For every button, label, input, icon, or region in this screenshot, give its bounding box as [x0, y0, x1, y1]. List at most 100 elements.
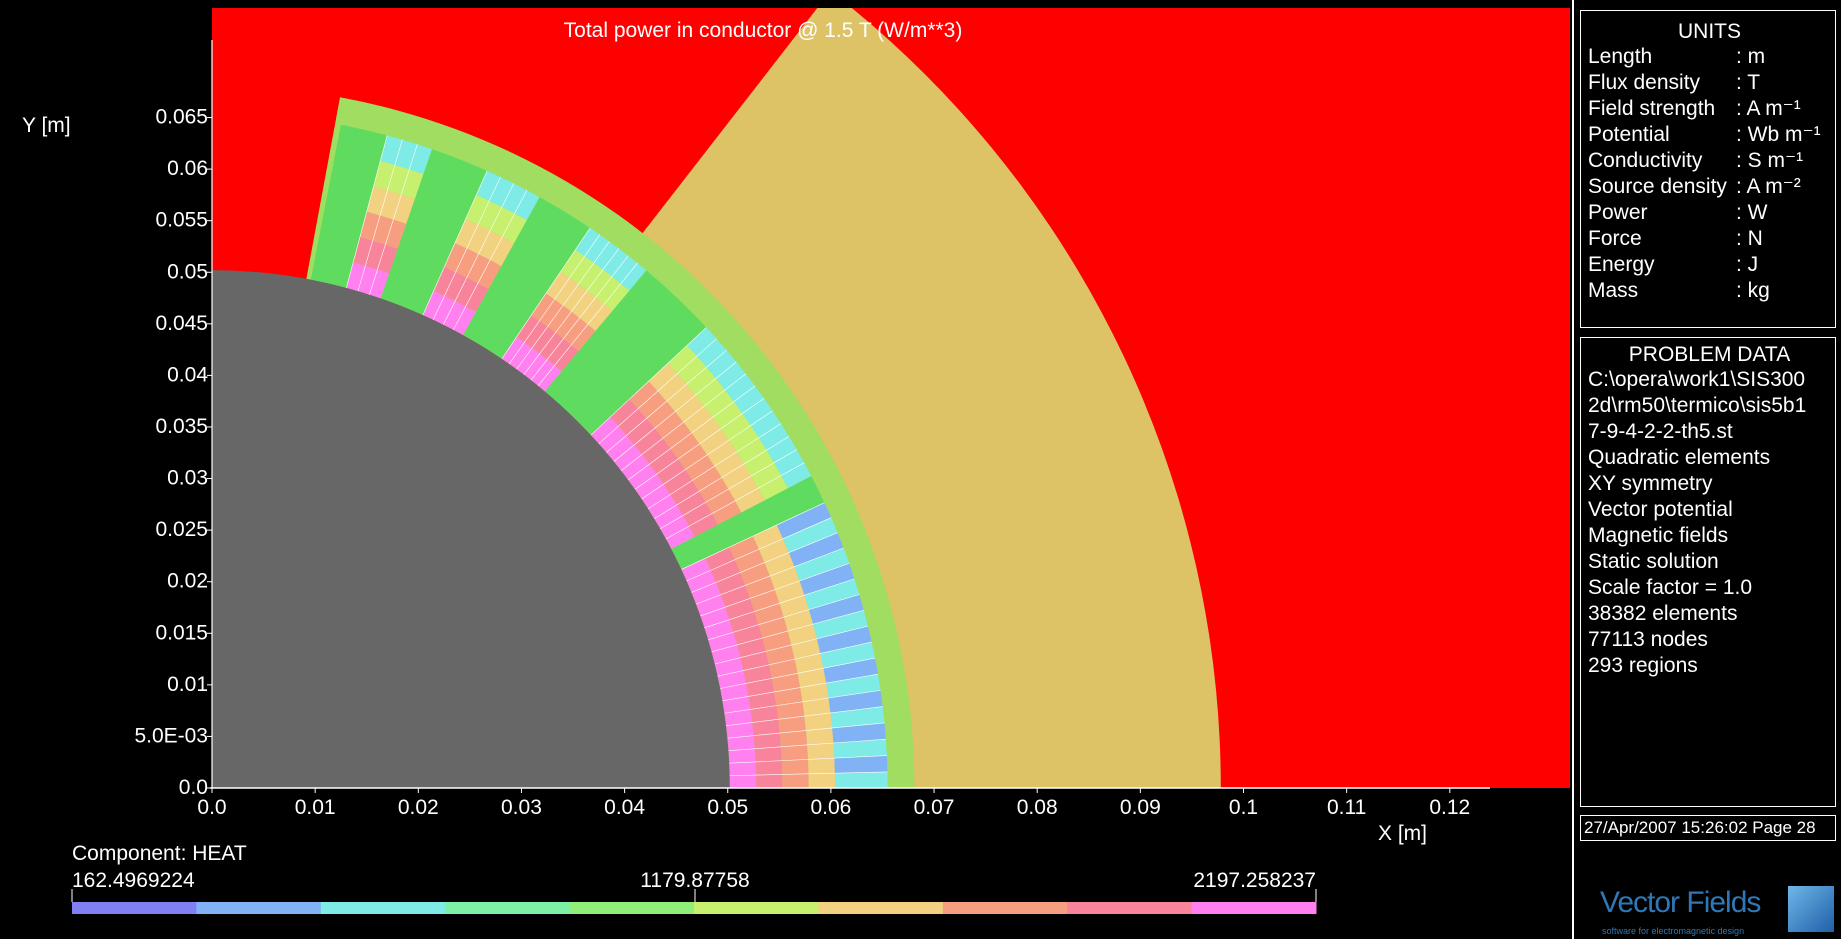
x-axis-ticks: 0.0 0.01 0.02 0.03 0.04 0.05 0.06 0.07 0.08 0.09 0… — [197, 788, 1470, 819]
cable-strand — [728, 748, 756, 763]
units-key: Conductivity — [1588, 149, 1703, 172]
cable-strand — [711, 644, 741, 664]
cable-strand — [656, 458, 686, 485]
cable-strand — [771, 673, 801, 692]
units-key: Length — [1588, 45, 1653, 68]
wedge — [380, 149, 487, 315]
cable-strand — [721, 463, 752, 489]
colorbar-swatch — [196, 902, 322, 914]
cable-strand — [570, 324, 596, 352]
cable-strand — [724, 373, 755, 402]
cable-strand — [860, 755, 888, 773]
problem-data-line: 38382 elements — [1588, 602, 1738, 625]
units-key: Potential — [1588, 123, 1670, 146]
cable-strand — [641, 484, 671, 509]
cable-strand — [813, 532, 844, 558]
colorbar-swatch — [72, 902, 197, 914]
cable-strand — [736, 637, 766, 658]
cable-strand — [706, 349, 737, 379]
cable-strand — [781, 759, 809, 775]
units-row: Flux density: T — [1588, 70, 1831, 96]
cable-strand — [346, 262, 366, 292]
cable-strand — [710, 559, 741, 583]
cable-strand — [740, 562, 770, 586]
cable-strand — [478, 230, 503, 260]
cable-strand — [758, 538, 789, 563]
units-panel: UNITS Length: m Flux density: T Field stre… — [1580, 10, 1836, 328]
cable-strand — [466, 253, 490, 284]
cable-strand — [686, 570, 716, 593]
cable-strand — [501, 336, 525, 364]
cable-strand — [501, 183, 527, 214]
cable-strand — [778, 715, 806, 733]
cable-strand — [648, 363, 678, 391]
units-value: : N — [1736, 227, 1763, 250]
cable-strand — [859, 738, 887, 757]
units-value: : W — [1736, 201, 1768, 224]
bore-region — [212, 270, 730, 788]
colorbar-swatch — [942, 902, 1068, 914]
cable-strand — [769, 566, 800, 590]
legend-min-value: 162.4969224 — [72, 869, 195, 892]
cable-strand — [688, 513, 718, 537]
cable-strand — [720, 413, 751, 440]
problem-data-panel: PROBLEM DATA C:\opera\work1\SIS300 2d\rm5… — [1580, 337, 1836, 807]
cable-strand — [751, 462, 782, 488]
units-key: Power — [1588, 201, 1648, 224]
cable-strand — [845, 641, 875, 663]
cable-strand — [595, 276, 621, 304]
cable-strand — [699, 477, 729, 503]
cable-strand — [662, 421, 692, 449]
cable-strand — [590, 416, 619, 444]
cable-strand — [726, 722, 754, 738]
cable-strand — [788, 542, 819, 567]
cable-strand — [816, 632, 846, 654]
cable-strand — [720, 683, 749, 701]
units-value: : S m⁻¹ — [1736, 149, 1804, 172]
cable-strand — [604, 283, 630, 311]
cable-strand — [666, 384, 696, 412]
cable-strand — [745, 678, 775, 697]
cable-strand — [745, 575, 775, 599]
units-value: : T — [1736, 71, 1761, 94]
cable-strand — [838, 609, 868, 633]
colorbar-swatch — [694, 902, 819, 914]
cable-strand — [742, 398, 773, 426]
cable-strand — [539, 332, 564, 360]
cable-strand — [708, 631, 737, 652]
y-tick-label: 5.0E-03 — [134, 724, 208, 747]
cable-strand — [797, 667, 827, 688]
units-row: Mass: kg — [1588, 278, 1831, 304]
cable-strand — [856, 706, 885, 726]
wedge — [310, 124, 387, 288]
cable-strand — [670, 480, 700, 505]
cable-strand — [444, 242, 467, 273]
units-value: : J — [1736, 253, 1759, 276]
units-key: Mass — [1588, 279, 1639, 302]
cable-strand — [372, 215, 394, 245]
cable-strand — [804, 712, 833, 731]
cable-strand — [714, 451, 744, 478]
cable-strand — [593, 241, 619, 270]
y-axis-ticks: 0.0 5.0E-03 0.01 0.015 0.02 0.025 0.03 0.035 0.0… — [134, 40, 213, 799]
cable-strand — [705, 546, 735, 571]
cable-strand — [357, 265, 378, 295]
wedge — [671, 476, 825, 570]
cable-strand — [579, 297, 605, 325]
units-value: : A m⁻¹ — [1736, 97, 1801, 120]
cable-strand — [654, 411, 684, 439]
cable-strand — [586, 269, 612, 298]
cable-strand — [369, 269, 390, 299]
cable-strand — [584, 234, 610, 263]
cable-strand — [743, 449, 774, 476]
colorbar-swatch — [569, 902, 695, 914]
cable-strand — [562, 283, 587, 312]
cable-strand — [758, 616, 788, 638]
units-row: Field strength: A m⁻¹ — [1588, 96, 1831, 122]
cable-strand — [611, 255, 638, 284]
cable-strand — [852, 673, 881, 694]
cable-strand — [641, 438, 671, 465]
x-axis-label: X [m] — [1378, 822, 1427, 845]
units-key: Force — [1588, 227, 1642, 250]
cable-strand — [618, 408, 647, 436]
